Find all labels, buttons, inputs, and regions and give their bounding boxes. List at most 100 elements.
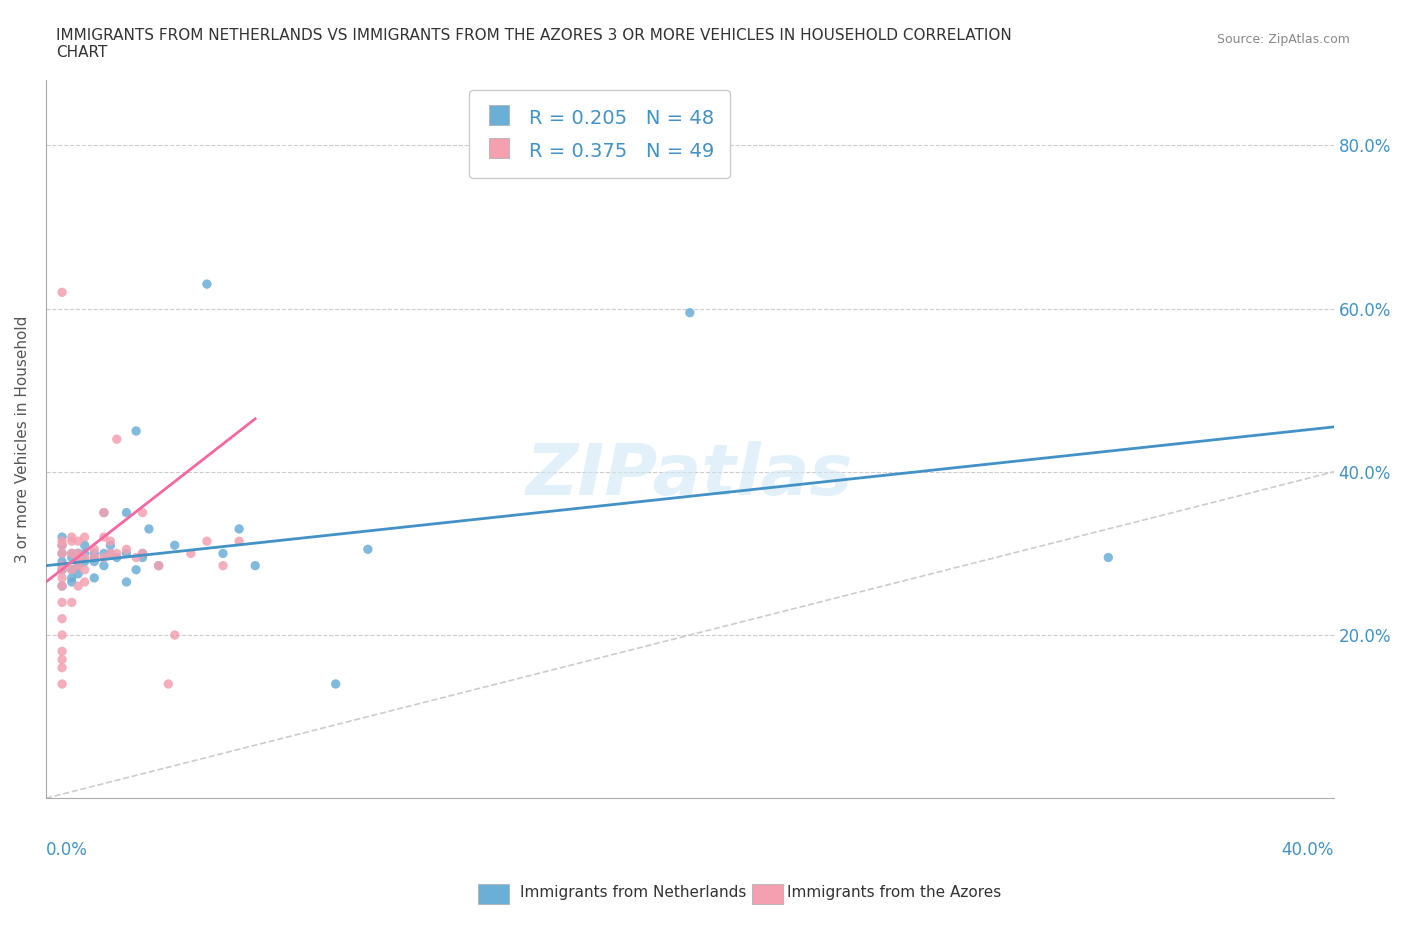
Text: 40.0%: 40.0% — [1281, 842, 1334, 859]
Point — [60, 550, 83, 565]
Point — [51, 676, 73, 691]
Point — [131, 505, 153, 520]
Point — [115, 546, 138, 561]
Point — [51, 578, 73, 593]
Text: Immigrants from Netherlands: Immigrants from Netherlands — [520, 885, 747, 900]
Point — [148, 558, 170, 573]
Point — [51, 546, 73, 561]
Point — [60, 563, 83, 578]
Point — [679, 305, 702, 320]
Point — [67, 546, 90, 561]
Point — [131, 546, 153, 561]
Point — [195, 277, 218, 292]
Point — [98, 538, 121, 552]
Point — [51, 628, 73, 643]
Point — [51, 534, 73, 549]
Point — [60, 595, 83, 610]
Point — [51, 558, 73, 573]
Point — [195, 534, 218, 549]
Legend: R = 0.205   N = 48, R = 0.375   N = 49: R = 0.205 N = 48, R = 0.375 N = 49 — [470, 90, 730, 179]
Point — [73, 530, 96, 545]
Point — [105, 550, 128, 565]
Point — [51, 652, 73, 667]
Point — [51, 563, 73, 578]
Point — [93, 558, 115, 573]
Text: 0.0%: 0.0% — [46, 842, 87, 859]
Point — [51, 660, 73, 675]
Point — [93, 546, 115, 561]
Point — [51, 570, 73, 585]
Point — [60, 563, 83, 578]
Point — [60, 546, 83, 561]
Point — [83, 550, 105, 565]
Point — [60, 575, 83, 590]
Point — [73, 563, 96, 578]
Point — [325, 676, 347, 691]
Point — [51, 563, 73, 578]
Point — [1097, 550, 1119, 565]
Point — [148, 558, 170, 573]
Point — [83, 550, 105, 565]
Point — [245, 558, 267, 573]
Point — [83, 570, 105, 585]
Point — [131, 546, 153, 561]
Point — [51, 595, 73, 610]
Point — [73, 575, 96, 590]
Point — [51, 611, 73, 626]
Point — [157, 676, 180, 691]
Point — [98, 546, 121, 561]
Point — [51, 644, 73, 658]
Point — [212, 546, 235, 561]
Point — [105, 546, 128, 561]
Point — [93, 530, 115, 545]
Point — [60, 570, 83, 585]
Text: ZIPatlas: ZIPatlas — [526, 441, 853, 510]
Point — [67, 558, 90, 573]
Point — [131, 550, 153, 565]
Point — [67, 558, 90, 573]
Point — [51, 538, 73, 552]
Point — [67, 546, 90, 561]
Point — [212, 558, 235, 573]
Point — [67, 546, 90, 561]
Point — [115, 542, 138, 557]
Text: Source: ZipAtlas.com: Source: ZipAtlas.com — [1216, 33, 1350, 46]
Point — [67, 554, 90, 569]
Point — [93, 505, 115, 520]
Point — [73, 554, 96, 569]
Point — [115, 505, 138, 520]
Point — [73, 550, 96, 565]
Point — [83, 546, 105, 561]
Point — [357, 542, 380, 557]
Point — [51, 530, 73, 545]
Point — [105, 432, 128, 446]
Point — [138, 522, 160, 537]
Y-axis label: 3 or more Vehicles in Household: 3 or more Vehicles in Household — [15, 315, 30, 563]
Point — [60, 530, 83, 545]
Point — [163, 628, 186, 643]
Point — [228, 534, 250, 549]
Point — [60, 534, 83, 549]
Point — [228, 522, 250, 537]
Point — [51, 558, 73, 573]
Point — [51, 538, 73, 552]
Point — [180, 546, 202, 561]
Point — [93, 505, 115, 520]
Point — [125, 550, 148, 565]
Point — [93, 550, 115, 565]
Point — [67, 534, 90, 549]
Point — [51, 285, 73, 299]
Point — [83, 554, 105, 569]
Point — [51, 578, 73, 593]
Point — [73, 546, 96, 561]
Point — [83, 542, 105, 557]
Point — [125, 423, 148, 438]
Text: IMMIGRANTS FROM NETHERLANDS VS IMMIGRANTS FROM THE AZORES 3 OR MORE VEHICLES IN : IMMIGRANTS FROM NETHERLANDS VS IMMIGRANT… — [56, 28, 1012, 60]
Point — [60, 546, 83, 561]
Point — [98, 546, 121, 561]
Point — [51, 546, 73, 561]
Point — [115, 575, 138, 590]
Point — [67, 566, 90, 581]
Point — [98, 534, 121, 549]
Point — [67, 550, 90, 565]
